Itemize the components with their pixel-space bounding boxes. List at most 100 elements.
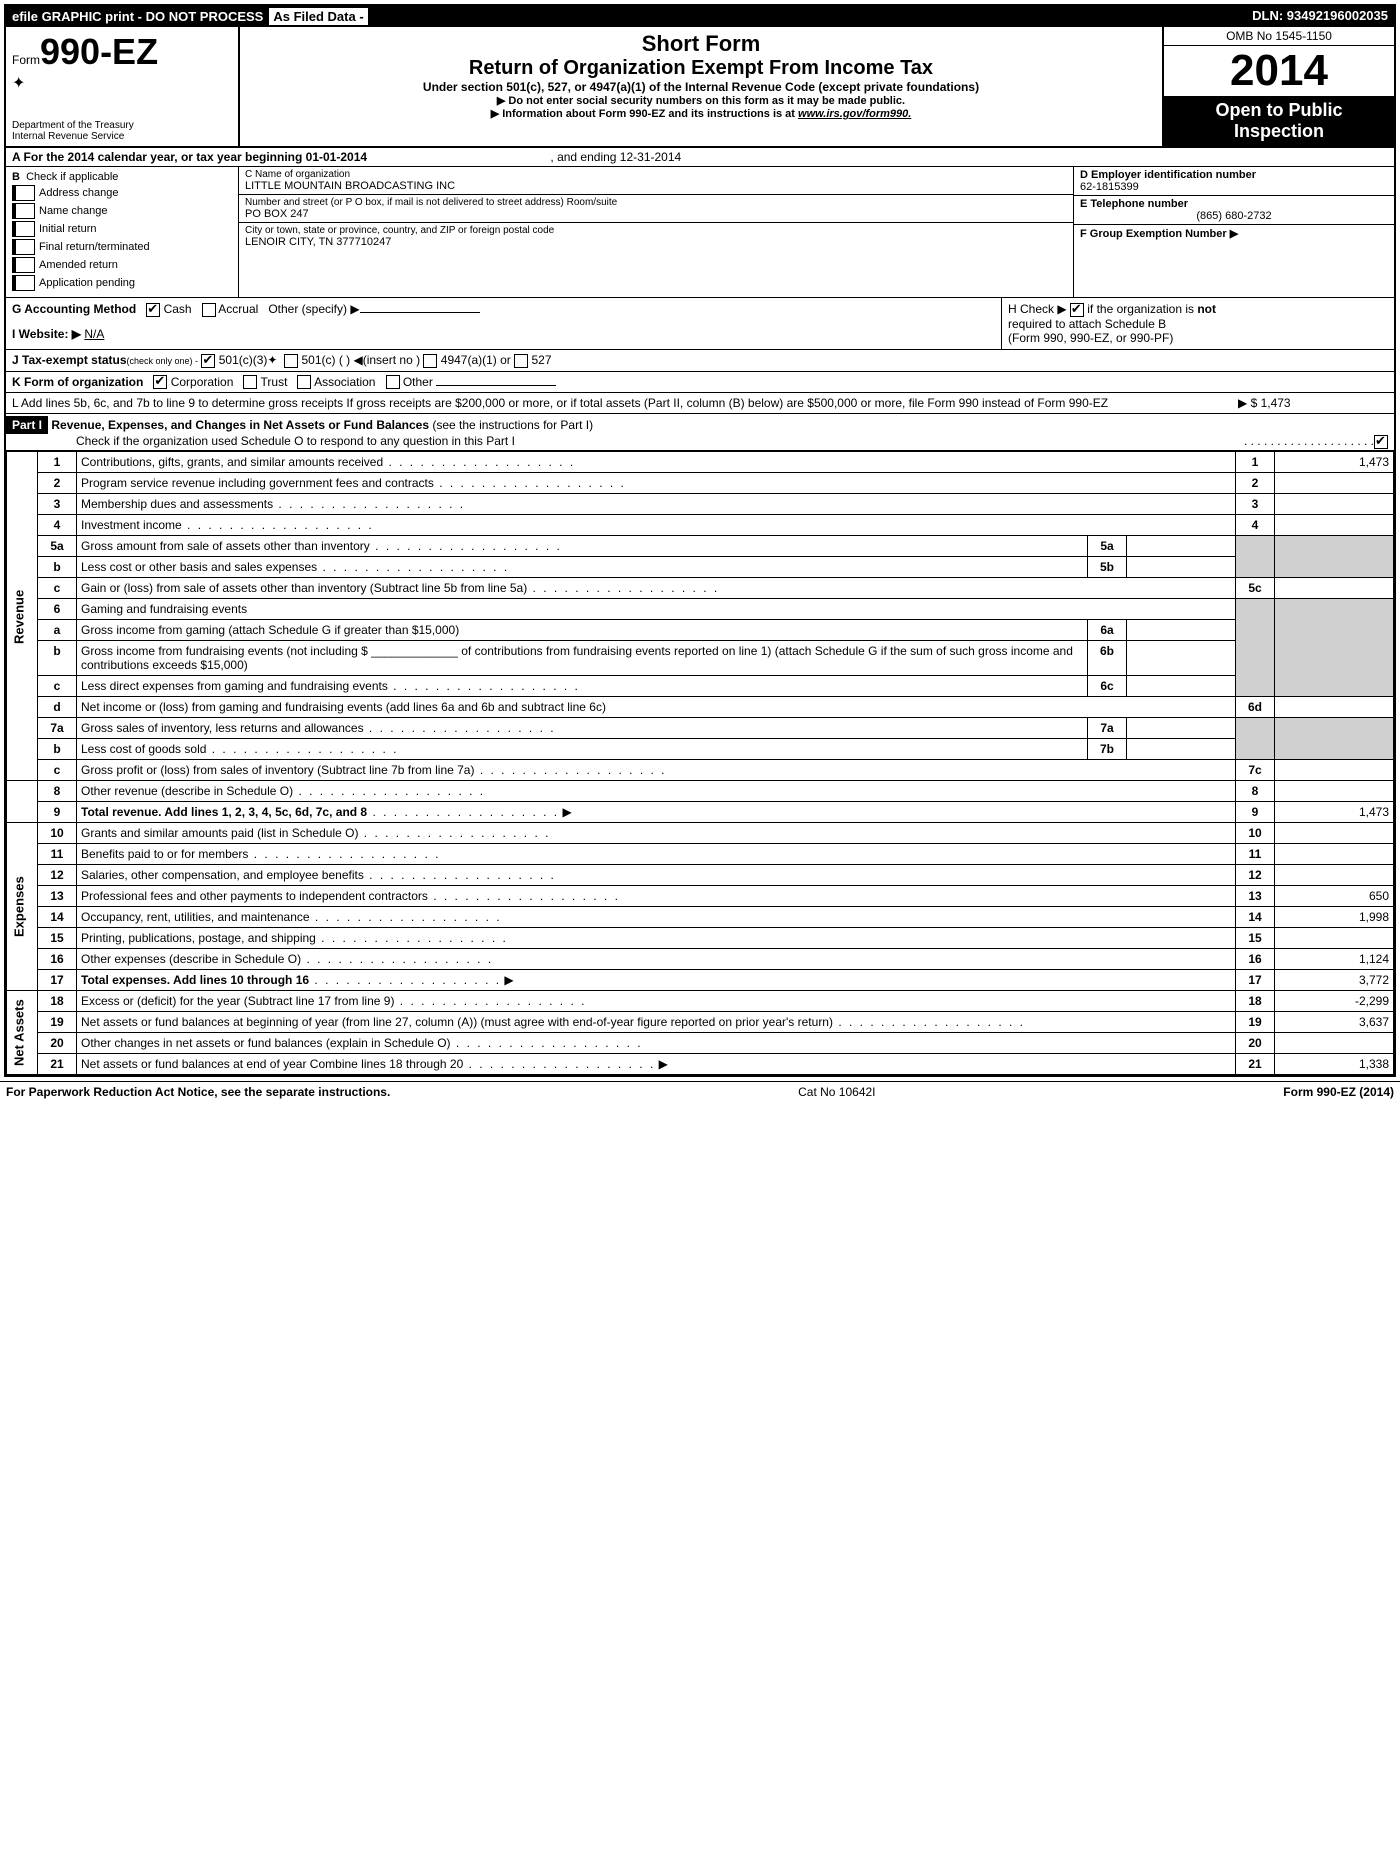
rv-10 <box>1275 823 1394 844</box>
chk-initial[interactable] <box>12 221 35 237</box>
chk-address[interactable] <box>12 185 35 201</box>
rv-5c <box>1275 578 1394 599</box>
chk-schedule-o[interactable] <box>1374 435 1388 449</box>
rn-9: 9 <box>1236 802 1275 823</box>
ssn-note: ▶ Do not enter social security numbers o… <box>246 94 1156 107</box>
chk-assoc[interactable] <box>297 375 311 389</box>
rn-19: 19 <box>1236 1012 1275 1033</box>
ein-value: 62-1815399 <box>1080 181 1388 193</box>
sv-7a <box>1127 718 1236 739</box>
chk-527[interactable] <box>514 354 528 368</box>
chk-pending[interactable] <box>12 275 35 291</box>
chk-trust[interactable] <box>243 375 257 389</box>
top-bar: efile GRAPHIC print - DO NOT PROCESS As … <box>6 6 1394 27</box>
ln-10: 10 <box>38 823 77 844</box>
form-number: Form990-EZ ✦ <box>12 31 232 93</box>
form-subtitle: Under section 501(c), 527, or 4947(a)(1)… <box>246 80 1156 94</box>
chk-name[interactable] <box>12 203 35 219</box>
h-text2: if the organization is <box>1087 302 1197 316</box>
section-expenses: Expenses <box>7 823 38 991</box>
chk-4947[interactable] <box>423 354 437 368</box>
footer-left: For Paperwork Reduction Act Notice, see … <box>6 1085 390 1099</box>
ld-15: Printing, publications, postage, and shi… <box>81 931 316 945</box>
part1-note: (see the instructions for Part I) <box>432 418 593 432</box>
d-label: D Employer identification number <box>1080 169 1388 181</box>
ld-12: Salaries, other compensation, and employ… <box>81 868 364 882</box>
org-city: LENOIR CITY, TN 377710247 <box>245 236 1067 248</box>
ld-6b: Gross income from fundraising events (no… <box>81 644 1073 672</box>
ln-6c: c <box>38 676 77 697</box>
ld-3: Membership dues and assessments <box>81 497 273 511</box>
j-note: (check only one) - <box>127 356 199 366</box>
h-col: H Check ▶ if the organization is not req… <box>1001 298 1394 349</box>
ln-19: 19 <box>38 1012 77 1033</box>
chk-final[interactable] <box>12 239 35 255</box>
row-j: J Tax-exempt status(check only one) - 50… <box>6 350 1394 372</box>
opt-pending: Application pending <box>39 277 135 289</box>
k-trust: Trust <box>261 375 288 389</box>
irs-link[interactable]: www.irs.gov/form990. <box>798 108 911 120</box>
sn-5a: 5a <box>1088 536 1127 557</box>
ln-1: 1 <box>38 452 77 473</box>
ln-6d: d <box>38 697 77 718</box>
sn-6b: 6b <box>1088 641 1127 676</box>
l-text: L Add lines 5b, 6c, and 7b to line 9 to … <box>12 396 1218 410</box>
ln-5a: 5a <box>38 536 77 557</box>
chk-other-org[interactable] <box>386 375 400 389</box>
ld-7a: Gross sales of inventory, less returns a… <box>81 721 364 735</box>
g-other-line[interactable] <box>360 312 480 313</box>
ld-5b: Less cost or other basis and sales expen… <box>81 560 317 574</box>
j-label: J Tax-exempt status <box>12 353 127 367</box>
dept-treasury: Department of the Treasury <box>12 120 232 131</box>
section-netassets: Net Assets <box>7 991 38 1075</box>
chk-501c[interactable] <box>284 354 298 368</box>
j-501c: 501(c) ( ) ◀(insert no ) <box>301 353 420 367</box>
rv-11 <box>1275 844 1394 865</box>
sv-6a <box>1127 620 1236 641</box>
b-label: B <box>12 171 20 183</box>
opt-amended: Amended return <box>39 259 118 271</box>
chk-501c3[interactable] <box>201 354 215 368</box>
shade-6 <box>1236 599 1275 697</box>
rv-3 <box>1275 494 1394 515</box>
ln-17: 17 <box>38 970 77 991</box>
ln-9: 9 <box>38 802 77 823</box>
rn-5c: 5c <box>1236 578 1275 599</box>
rn-8: 8 <box>1236 781 1275 802</box>
ln-18: 18 <box>38 991 77 1012</box>
rev-cont <box>7 781 38 823</box>
ld-16: Other expenses (describe in Schedule O) <box>81 952 301 966</box>
part1-sub: Check if the organization used Schedule … <box>76 434 515 448</box>
chk-amended[interactable] <box>12 257 35 273</box>
rn-6d: 6d <box>1236 697 1275 718</box>
opt-final: Final return/terminated <box>39 241 150 253</box>
ld-19: Net assets or fund balances at beginning… <box>81 1015 833 1029</box>
open-inspection: Open to Public Inspection <box>1164 96 1394 146</box>
open-line2: Inspection <box>1168 121 1390 142</box>
rn-15: 15 <box>1236 928 1275 949</box>
ld-6a: Gross income from gaming (attach Schedul… <box>81 623 459 637</box>
ld-17: Total expenses. Add lines 10 through 16 <box>81 973 309 987</box>
rn-17: 17 <box>1236 970 1275 991</box>
shade-5 <box>1236 536 1275 578</box>
rv-13: 650 <box>1275 886 1394 907</box>
info-note: ▶ Information about Form 990-EZ and its … <box>246 107 1156 120</box>
l-value: ▶ $ 1,473 <box>1218 396 1388 410</box>
col-b: B Check if applicable Address change Nam… <box>6 167 239 297</box>
ln-5c: c <box>38 578 77 599</box>
part1-label: Part I <box>6 416 48 434</box>
rv-9: 1,473 <box>1275 802 1394 823</box>
chk-accrual[interactable] <box>202 303 216 317</box>
rv-19: 3,637 <box>1275 1012 1394 1033</box>
chk-schedule-b[interactable] <box>1070 303 1084 317</box>
k-other-line[interactable] <box>436 385 556 386</box>
ln-3: 3 <box>38 494 77 515</box>
rn-20: 20 <box>1236 1033 1275 1054</box>
tax-year: 2014 <box>1164 46 1394 96</box>
ln-14: 14 <box>38 907 77 928</box>
chk-corp[interactable] <box>153 375 167 389</box>
ld-5a: Gross amount from sale of assets other t… <box>81 539 370 553</box>
g-other: Other (specify) ▶ <box>268 302 359 316</box>
chk-cash[interactable] <box>146 303 160 317</box>
col-def: D Employer identification number 62-1815… <box>1073 167 1394 297</box>
